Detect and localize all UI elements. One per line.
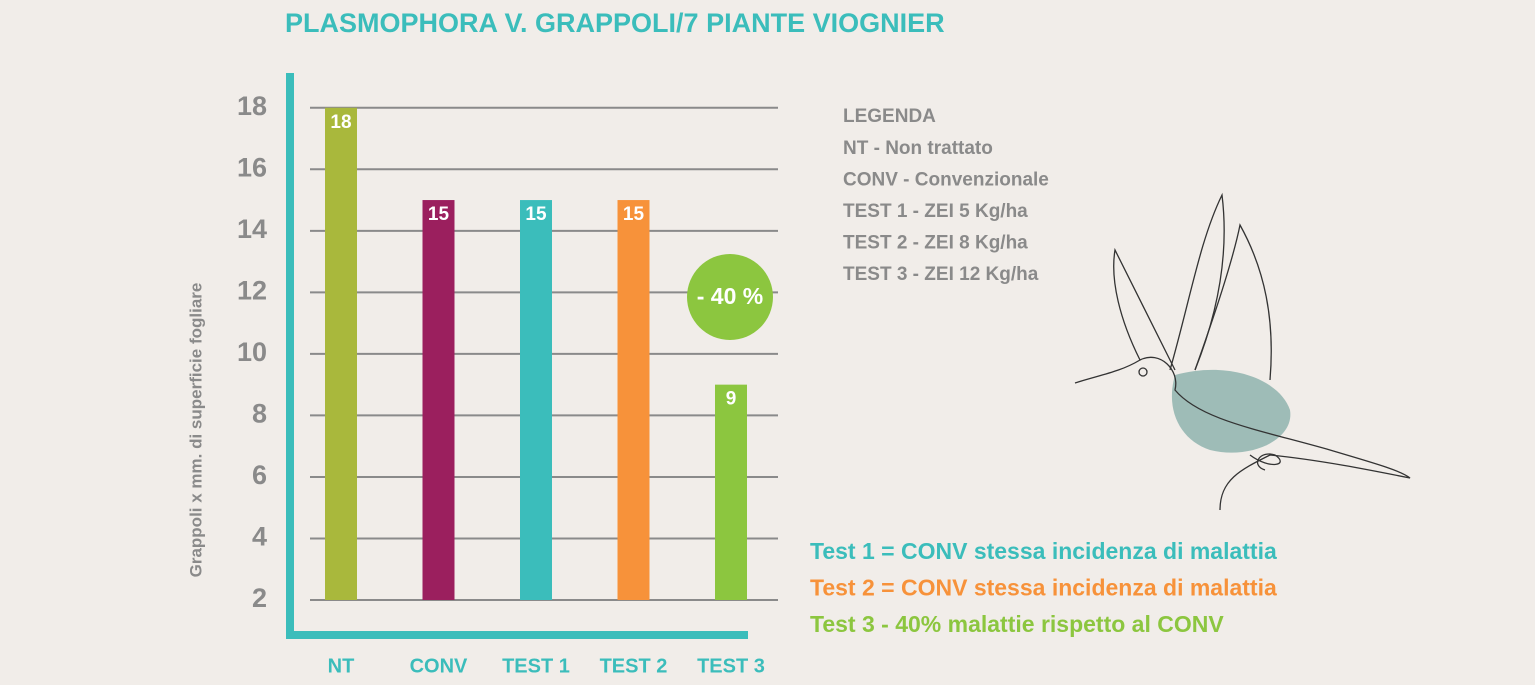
y-tick-label: 16 [237,152,267,182]
x-tick-label: CONV [410,655,468,677]
bar [422,200,455,600]
bar [617,200,650,600]
data-label: 15 [428,204,450,225]
x-tick-label: TEST 1 [502,655,570,677]
annotation-badge [687,254,773,340]
x-tick-label: TEST 2 [600,655,668,677]
data-label: 15 [623,204,645,225]
bird-illustration [1074,192,1411,511]
y-tick-label: 6 [252,460,267,490]
data-label: 9 [726,389,737,410]
x-tick-label: TEST 3 [697,655,765,677]
y-tick-label: 4 [252,522,267,552]
legend-item: NT - Non trattato [843,138,993,159]
note: Test 1 = CONV stessa incidenza di malatt… [810,538,1277,564]
data-label: 18 [330,112,351,133]
note: Test 3 - 40% malattie rispetto al CONV [810,611,1224,637]
legend-item: CONV - Convenzionale [843,170,1049,191]
y-axis-label: Grappoli x mm. di superficie fogliare [186,283,205,578]
data-label: 15 [525,204,547,225]
note: Test 2 = CONV stessa incidenza di malatt… [810,575,1277,601]
y-tick-label: 8 [252,399,267,429]
legend-item: TEST 3 - ZEI 12 Kg/ha [843,264,1039,285]
bar [325,107,357,600]
x-tick-label: NT [328,655,355,677]
y-tick-label: 12 [237,275,267,305]
legend-item: TEST 1 - ZEI 5 Kg/ha [843,201,1028,222]
legend-title: LEGENDA [843,106,936,127]
bar [520,200,552,600]
y-tick-label: 14 [237,214,267,244]
chart-title: PLASMOPHORA V. GRAPPOLI/7 PIANTE VIOGNIE… [285,8,945,38]
legend-item: TEST 2 - ZEI 8 Kg/ha [843,233,1028,254]
y-tick-label: 2 [252,583,267,613]
bar [715,384,747,600]
y-tick-label: 10 [237,337,267,367]
y-tick-label: 18 [237,91,267,121]
annotation-text: - 40 % [697,283,763,309]
